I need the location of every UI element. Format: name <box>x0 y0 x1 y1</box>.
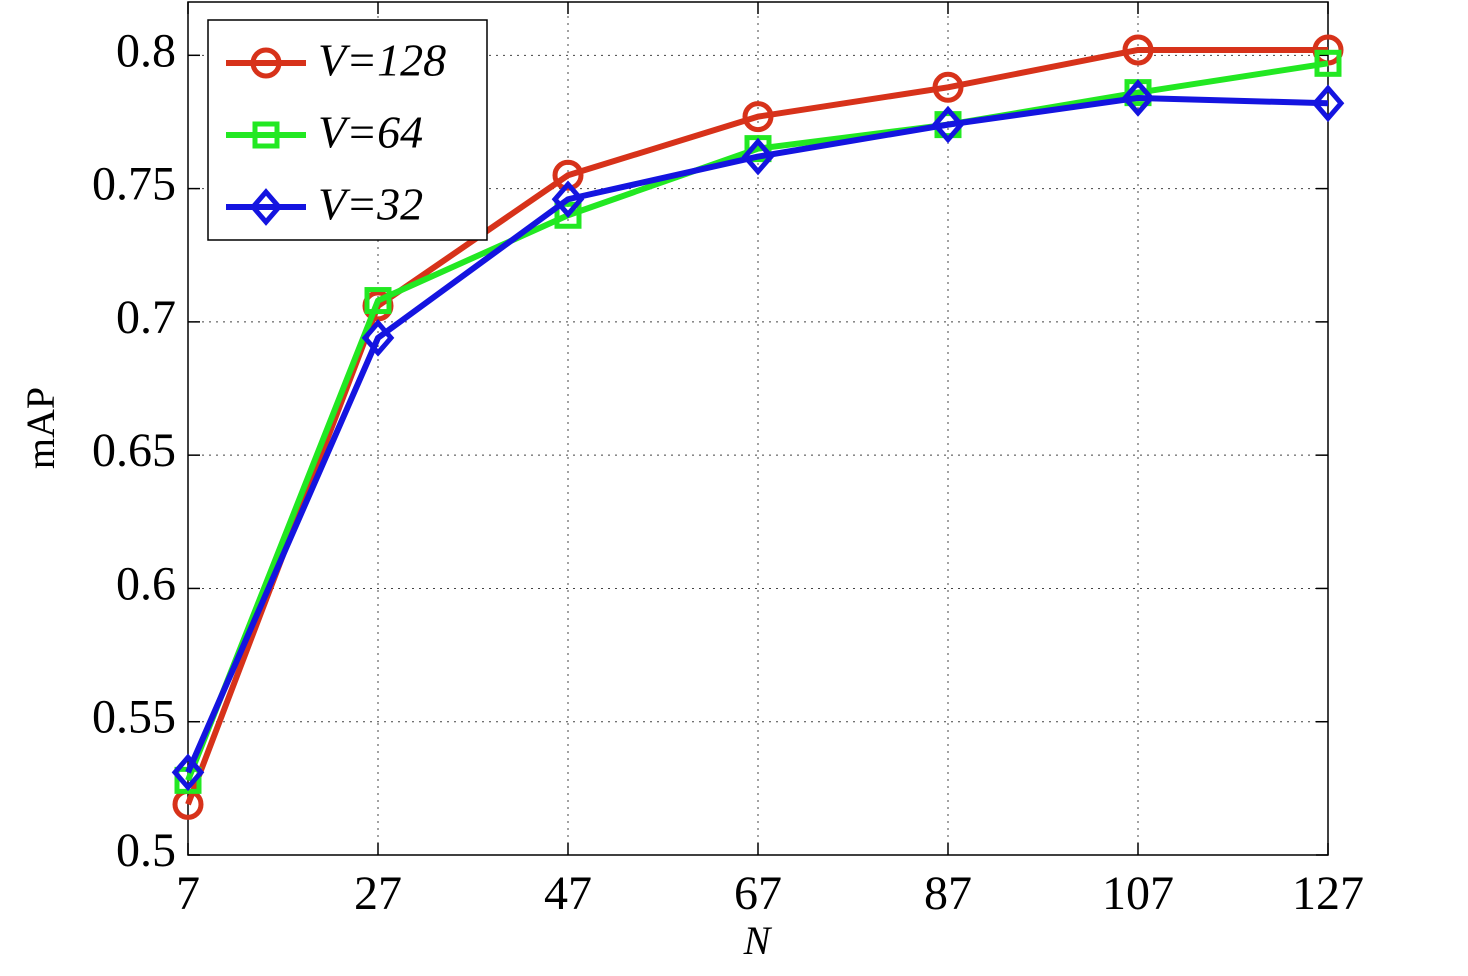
series-line <box>185 60 1329 782</box>
marker <box>551 180 585 219</box>
series-line <box>185 94 1329 774</box>
x-tick-label: 127 <box>1292 867 1364 920</box>
y-tick-label: 0.6 <box>116 557 176 610</box>
legend-marker <box>252 121 280 149</box>
legend-label: V=32 <box>318 179 423 230</box>
x-tick-label: 47 <box>544 867 592 920</box>
y-tick-label: 0.55 <box>92 691 176 744</box>
x-tick-label: 27 <box>354 867 402 920</box>
marker <box>171 753 205 792</box>
legend-marker <box>249 188 283 226</box>
y-tick-label: 0.5 <box>116 824 176 877</box>
marker <box>361 319 395 357</box>
marker <box>1311 84 1345 123</box>
legend-marker <box>250 47 282 79</box>
marker <box>1122 34 1154 66</box>
y-axis-label: mAP <box>18 387 63 469</box>
x-axis-label: N <box>743 918 773 963</box>
x-tick-label: 7 <box>176 867 200 920</box>
marker <box>1121 79 1155 117</box>
x-tick-label: 67 <box>734 867 782 920</box>
x-tick-label: 87 <box>924 867 972 920</box>
y-tick-label: 0.8 <box>116 24 176 77</box>
y-tick-label: 0.7 <box>116 291 176 344</box>
marker <box>931 105 965 144</box>
marker <box>932 71 964 103</box>
y-tick-label: 0.65 <box>92 424 176 477</box>
axes-frame <box>187 1 1329 856</box>
marker <box>554 201 582 229</box>
legend-label: V=64 <box>318 107 423 158</box>
y-tick-label: 0.75 <box>92 158 176 211</box>
marker <box>552 159 584 191</box>
marker <box>1314 49 1342 77</box>
legend-label: V=128 <box>318 35 446 86</box>
x-tick-label: 107 <box>1102 867 1174 920</box>
marker <box>364 287 392 315</box>
marker <box>742 101 774 133</box>
marker <box>741 137 775 176</box>
